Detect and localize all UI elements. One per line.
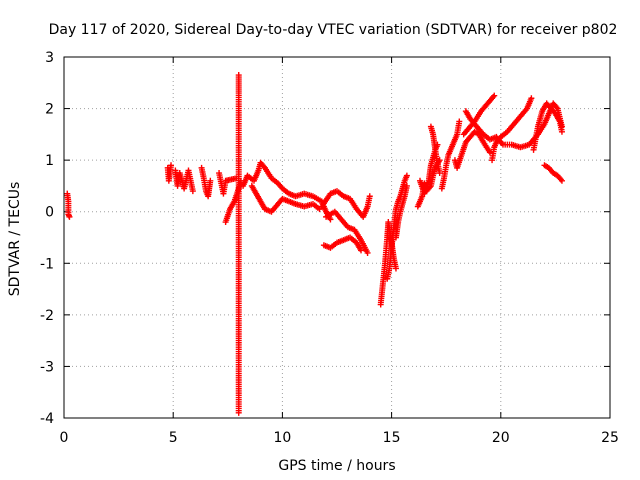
chart-title: Day 117 of 2020, Sidereal Day-to-day VTE…	[49, 22, 618, 38]
data-point	[558, 128, 565, 135]
y-tick-label: -1	[40, 256, 54, 272]
data-point	[66, 213, 73, 220]
data-point	[558, 177, 565, 184]
data-point	[366, 193, 373, 200]
x-tick-label: 15	[383, 430, 401, 446]
x-tick-label: 0	[60, 430, 69, 446]
data-point	[235, 409, 242, 416]
x-tick-labels: 0 5 10 15 20 25	[60, 430, 619, 446]
x-tick-label: 20	[492, 430, 510, 446]
data-point	[491, 92, 498, 99]
y-tick-label: 0	[45, 205, 54, 221]
data-point	[189, 188, 196, 195]
y-tick-label: -4	[40, 411, 54, 427]
data-point	[168, 162, 175, 169]
y-tick-label: 1	[45, 153, 54, 169]
data-point	[358, 247, 365, 254]
data-point	[456, 118, 463, 125]
data-point	[436, 170, 443, 177]
data-point	[403, 172, 410, 179]
data-point	[486, 149, 493, 156]
y-tick-labels: -4 -3 -2 -1 0 1 2 3	[40, 50, 54, 427]
data-point	[557, 176, 564, 183]
data-point	[403, 182, 410, 189]
y-tick-label: -2	[40, 308, 54, 324]
x-tick-label: 25	[601, 430, 619, 446]
data-point	[260, 163, 267, 170]
y-axis-label: SDTVAR / TECUs	[7, 182, 23, 297]
data-point	[364, 249, 371, 256]
data-point	[553, 104, 560, 111]
data-point	[327, 216, 334, 223]
data-point	[490, 93, 497, 100]
data-point	[207, 177, 214, 184]
y-tick-label: 2	[45, 102, 54, 118]
y-tick-label: 3	[45, 50, 54, 66]
x-axis-label: GPS time / hours	[278, 458, 395, 474]
x-tick-label: 5	[169, 430, 178, 446]
data-points	[64, 72, 565, 416]
data-point	[528, 95, 535, 102]
plot-frame	[63, 56, 611, 419]
y-tick-label: -3	[40, 359, 54, 375]
x-tick-label: 10	[273, 430, 291, 446]
data-point	[392, 265, 399, 272]
